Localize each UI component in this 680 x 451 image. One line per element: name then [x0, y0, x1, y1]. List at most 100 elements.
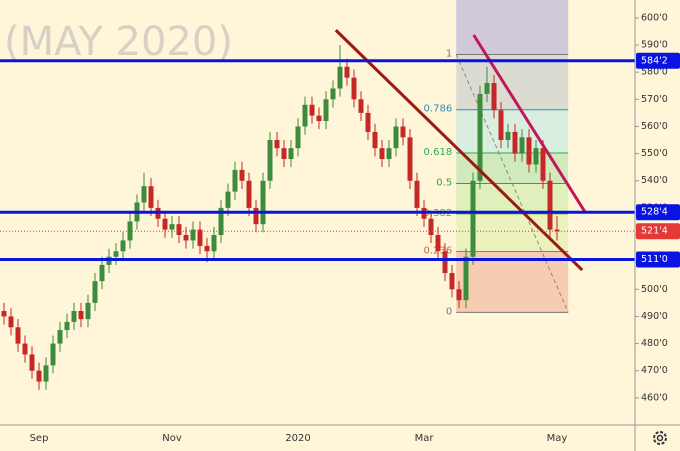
x-tick-label: 2020 — [285, 433, 310, 444]
candle-body — [309, 104, 315, 116]
fib-label: 0.5 — [436, 177, 452, 188]
candle-body — [57, 330, 63, 344]
candle-body — [211, 235, 217, 252]
candle-body — [533, 148, 539, 165]
candle-body — [428, 218, 434, 236]
fib-zone — [456, 109, 569, 154]
candle-body — [456, 289, 462, 301]
candle-body — [288, 148, 294, 160]
candle-body — [442, 251, 448, 274]
candle-body — [36, 370, 42, 382]
y-tick-label: 580'0 — [641, 67, 668, 78]
y-tick-label: 490'0 — [641, 311, 668, 322]
x-tick-label: May — [547, 433, 568, 444]
y-tick-label: 550'0 — [641, 148, 668, 159]
level-tag — [636, 251, 680, 268]
candle-body — [253, 207, 259, 225]
candle-body — [267, 140, 273, 181]
candle-body — [260, 180, 266, 225]
candle-body — [78, 311, 84, 320]
y-tick-label: 460'0 — [641, 392, 668, 403]
candle-body — [344, 66, 350, 78]
fib-label: 0.618 — [424, 147, 453, 158]
candle-body — [71, 311, 77, 322]
candle-body — [337, 66, 343, 89]
candle-body — [414, 180, 420, 208]
y-tick-label: 570'0 — [641, 94, 668, 105]
candle-body — [8, 316, 14, 328]
x-tick-label: Sep — [30, 433, 49, 444]
candle-body — [190, 229, 196, 241]
y-tick-label: 600'0 — [641, 12, 668, 23]
y-tick-label: 540'0 — [641, 175, 668, 186]
candle-body — [99, 264, 105, 282]
candle-body — [169, 224, 175, 230]
candle-body — [120, 240, 126, 252]
level-label: 584'2 — [641, 55, 668, 66]
level-label: 511'0 — [641, 254, 668, 265]
candle-body — [365, 112, 371, 132]
y-tick-label: 500'0 — [641, 284, 668, 295]
candle-body — [463, 256, 469, 301]
candle-body — [351, 77, 357, 100]
x-tick-label: Nov — [162, 433, 182, 444]
candle-body — [85, 302, 91, 320]
gear-hub[interactable] — [656, 434, 664, 442]
candle-body — [372, 131, 378, 149]
fib-zone — [456, 54, 569, 110]
fib-label: 1 — [446, 49, 452, 60]
candle-body — [547, 180, 553, 230]
y-tick-label: 480'0 — [641, 338, 668, 349]
candle-body — [407, 137, 413, 181]
candle-body — [183, 235, 189, 241]
candle-body — [505, 131, 511, 141]
last-price-label: 521'4 — [641, 226, 668, 237]
candle-body — [92, 281, 98, 303]
candle-body — [281, 148, 287, 160]
settings-icon[interactable] — [653, 431, 667, 445]
candle-body — [358, 99, 364, 113]
candle-body — [316, 115, 322, 122]
level-tag — [636, 204, 680, 221]
y-tick-label: 590'0 — [641, 40, 668, 51]
watermark-title: (MAY 2020) — [4, 19, 233, 65]
candle-body — [64, 321, 70, 331]
candle-body — [393, 126, 399, 149]
fib-label: 0.786 — [424, 104, 453, 115]
trend-line — [334, 29, 584, 272]
candle-body — [204, 245, 210, 252]
candle-body — [239, 169, 245, 181]
candle-body — [519, 137, 525, 154]
candle-body — [477, 93, 483, 181]
candle-body — [400, 126, 406, 138]
candle-body — [554, 229, 560, 232]
fib-zone — [456, 0, 569, 55]
candle-body — [176, 224, 182, 236]
candle-body — [330, 88, 336, 100]
candle-body — [197, 229, 203, 246]
candle-body — [29, 354, 35, 371]
candle-body — [141, 186, 147, 203]
y-tick-label: 560'0 — [641, 121, 668, 132]
candle-body — [246, 180, 252, 208]
candle-body — [218, 207, 224, 236]
candle-body — [225, 191, 231, 208]
candle-body — [162, 218, 168, 230]
candle-body — [15, 327, 21, 344]
candle-body — [379, 148, 385, 160]
candle-body — [295, 126, 301, 149]
last-price-tag — [636, 223, 680, 240]
candle-body — [22, 343, 28, 355]
gear[interactable] — [653, 431, 667, 445]
candle-body — [512, 131, 518, 154]
candle-body — [540, 148, 546, 181]
candle-body — [491, 83, 497, 111]
candle-body — [50, 343, 56, 366]
candle-body — [484, 83, 490, 94]
candle-body — [302, 104, 308, 127]
candle-body — [113, 251, 119, 257]
candle-body — [43, 365, 49, 382]
candle-body — [148, 186, 154, 208]
